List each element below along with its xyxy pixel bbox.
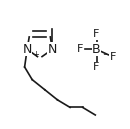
Text: F: F [110, 52, 116, 62]
Text: F: F [93, 62, 100, 72]
Text: F: F [93, 29, 100, 39]
Text: F: F [77, 44, 83, 54]
Text: −: − [102, 50, 109, 59]
Text: N: N [48, 43, 57, 56]
Text: B: B [92, 43, 101, 56]
Text: N: N [22, 43, 32, 56]
Text: +: + [32, 50, 39, 59]
